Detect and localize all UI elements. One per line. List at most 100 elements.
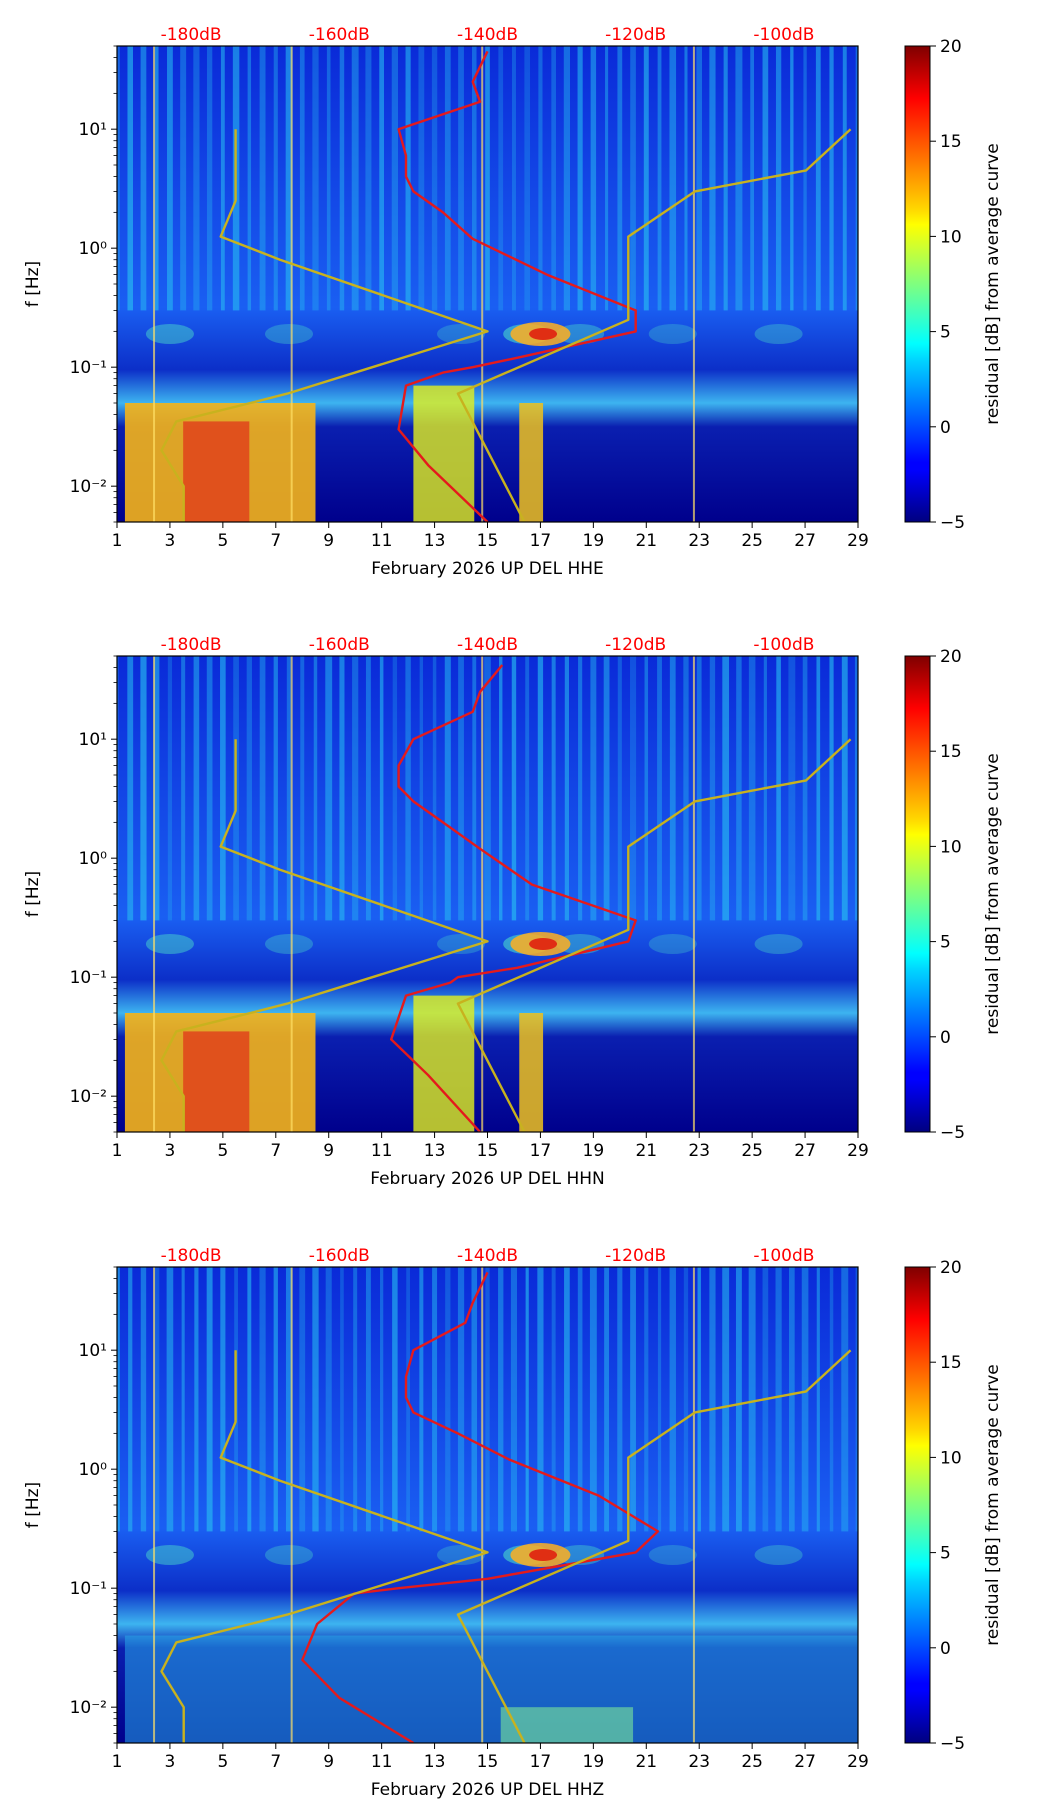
- x-tick-label: 19: [583, 1752, 605, 1772]
- colorbar-tick-label: 0: [940, 1639, 951, 1659]
- daily-streak: [617, 1267, 623, 1532]
- db-scale-label: -100dB: [753, 25, 814, 45]
- colorbar: [904, 655, 931, 1133]
- lowfreq-energy-core: [183, 1031, 250, 1132]
- colorbar-label: residual [dB] from average curve: [983, 753, 1003, 1034]
- y-tick-label: 10⁰: [79, 849, 108, 869]
- median-psd-curve: [301, 1271, 660, 1743]
- median-psd-curve: [390, 664, 637, 1132]
- daily-streak: [353, 1267, 358, 1532]
- daily-streak: [735, 1267, 742, 1532]
- daily-streak: [312, 46, 319, 311]
- colorbar: [904, 1266, 931, 1744]
- daily-streak: [525, 656, 530, 921]
- daily-streak: [140, 656, 147, 921]
- daily-streak: [246, 656, 252, 921]
- daily-streak: [181, 1267, 185, 1532]
- daily-streak: [657, 46, 662, 311]
- daily-streak: [167, 46, 173, 311]
- spike-line: [290, 1267, 293, 1743]
- daily-streak: [472, 46, 477, 311]
- daily-streak: [789, 1267, 795, 1532]
- daily-streak: [325, 1267, 332, 1532]
- x-tick-label: 3: [165, 1141, 176, 1161]
- daily-streak: [723, 46, 728, 311]
- microseism-patch: [648, 1545, 697, 1566]
- x-tick-label: 21: [635, 1141, 657, 1161]
- db-scale-label: -160dB: [309, 1246, 370, 1266]
- daily-streak: [590, 46, 597, 311]
- daily-streak: [722, 656, 730, 921]
- db-scale-label: -180dB: [161, 1246, 222, 1266]
- daily-streak: [709, 1267, 716, 1532]
- colorbar-tick-label: 5: [940, 933, 951, 953]
- x-axis-label: February 2026 UP DEL HHE: [371, 559, 604, 579]
- daily-streak: [154, 1267, 160, 1532]
- colorbar-label: residual [dB] from average curve: [983, 143, 1003, 424]
- x-tick-label: 7: [270, 531, 281, 551]
- daily-streak: [657, 1267, 662, 1532]
- daily-streak: [643, 46, 649, 311]
- daily-streak: [299, 46, 305, 311]
- daily-streak: [538, 46, 543, 311]
- microseism-patch: [145, 1545, 194, 1566]
- colorbar-tick-label: −5: [940, 1123, 965, 1143]
- daily-streak: [750, 46, 755, 311]
- daily-streak: [790, 46, 794, 311]
- daily-streak: [154, 656, 160, 921]
- y-tick-label: 10⁻¹: [70, 968, 107, 988]
- daily-streak: [380, 1267, 384, 1532]
- colorbar-tick-label: 20: [940, 647, 962, 667]
- daily-streak: [803, 46, 807, 311]
- x-tick-label: 27: [794, 531, 816, 551]
- daily-streak: [669, 656, 676, 921]
- daily-streak: [564, 1267, 570, 1532]
- daily-streak: [683, 1267, 689, 1532]
- daily-streak: [709, 46, 716, 311]
- daily-streak: [419, 656, 424, 921]
- daily-streak: [431, 46, 438, 311]
- db-scale-label: -160dB: [309, 25, 370, 45]
- spectrogram-image: [117, 1267, 858, 1743]
- x-tick-label: 25: [741, 531, 763, 551]
- daily-streak: [285, 46, 293, 311]
- colorbar-tick-label: −5: [940, 513, 965, 533]
- x-tick-label: 19: [583, 1141, 605, 1161]
- x-tick-label: 23: [688, 1141, 710, 1161]
- daily-streak: [577, 46, 583, 311]
- x-axis-label: February 2026 UP DEL HHZ: [371, 1780, 604, 1800]
- daily-streak: [117, 46, 120, 311]
- daily-streak: [684, 46, 688, 311]
- daily-streak: [154, 46, 159, 311]
- db-scale-label: -140dB: [457, 1246, 518, 1266]
- daily-streak: [603, 656, 610, 921]
- daily-streak: [419, 1267, 424, 1532]
- daily-streak: [854, 656, 858, 921]
- y-axis-label: f [Hz]: [23, 1482, 43, 1528]
- daily-streak: [458, 46, 464, 311]
- daily-streak: [193, 46, 200, 311]
- low-noise-model-curve: [160, 739, 489, 1132]
- daily-streak: [855, 46, 858, 311]
- daily-streak: [206, 46, 213, 311]
- daily-streak: [445, 1267, 451, 1532]
- daily-streak: [604, 1267, 610, 1532]
- daily-streak: [127, 656, 134, 921]
- daily-streak: [285, 1267, 293, 1532]
- daily-streak: [537, 1267, 544, 1532]
- y-tick-label: 10¹: [79, 1341, 107, 1361]
- daily-streak: [206, 1267, 213, 1532]
- daily-streak: [537, 656, 544, 921]
- x-tick-label: 15: [477, 1141, 499, 1161]
- spike-line: [481, 46, 484, 522]
- db-scale-label: -140dB: [457, 635, 518, 655]
- daily-streak: [683, 656, 689, 921]
- daily-streak: [259, 1267, 266, 1532]
- daily-streak: [776, 656, 781, 921]
- daily-streak: [511, 656, 517, 921]
- daily-streak: [842, 46, 847, 311]
- x-tick-label: 19: [583, 531, 605, 551]
- x-tick-label: 7: [270, 1752, 281, 1772]
- spike-line: [153, 1267, 156, 1743]
